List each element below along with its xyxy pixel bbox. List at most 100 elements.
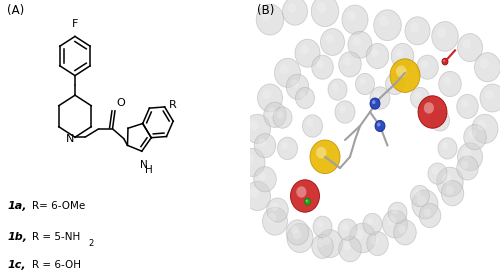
Circle shape	[468, 130, 476, 139]
Circle shape	[354, 229, 364, 239]
Circle shape	[442, 58, 448, 65]
Circle shape	[417, 55, 438, 79]
Text: (B): (B)	[258, 4, 275, 17]
Circle shape	[462, 39, 471, 49]
Circle shape	[370, 87, 390, 109]
Circle shape	[414, 190, 421, 197]
Text: R = 5-NH: R = 5-NH	[32, 232, 81, 242]
Circle shape	[304, 198, 310, 205]
Circle shape	[343, 57, 351, 66]
Circle shape	[288, 3, 296, 13]
Circle shape	[375, 120, 385, 132]
Text: N: N	[140, 160, 148, 170]
Circle shape	[312, 234, 333, 258]
Circle shape	[457, 94, 478, 118]
Circle shape	[371, 236, 378, 245]
Circle shape	[430, 110, 450, 131]
Circle shape	[338, 219, 357, 240]
Circle shape	[317, 2, 326, 13]
Circle shape	[462, 148, 471, 158]
Text: 2: 2	[89, 239, 94, 248]
Circle shape	[377, 123, 380, 127]
Circle shape	[410, 87, 430, 109]
Circle shape	[382, 210, 407, 238]
Circle shape	[278, 137, 297, 160]
Circle shape	[417, 196, 426, 206]
Circle shape	[442, 181, 464, 206]
Circle shape	[442, 142, 448, 150]
Circle shape	[317, 220, 324, 228]
Circle shape	[414, 92, 421, 99]
Circle shape	[250, 120, 259, 130]
Circle shape	[477, 120, 486, 130]
Circle shape	[432, 22, 458, 51]
Circle shape	[360, 78, 366, 85]
Circle shape	[388, 216, 396, 225]
Circle shape	[398, 225, 406, 234]
Circle shape	[356, 73, 374, 95]
Circle shape	[332, 83, 338, 91]
Circle shape	[458, 143, 482, 171]
Circle shape	[250, 187, 259, 197]
Circle shape	[320, 29, 344, 55]
Circle shape	[424, 208, 431, 217]
Circle shape	[374, 10, 401, 41]
Circle shape	[286, 74, 309, 99]
Circle shape	[434, 114, 441, 122]
Circle shape	[313, 216, 332, 237]
Circle shape	[282, 0, 308, 25]
Circle shape	[262, 10, 272, 21]
Circle shape	[287, 223, 313, 253]
Circle shape	[461, 161, 468, 169]
Circle shape	[370, 98, 380, 109]
Circle shape	[282, 142, 288, 150]
Circle shape	[464, 125, 486, 150]
Circle shape	[280, 64, 289, 74]
Circle shape	[339, 52, 361, 77]
Circle shape	[419, 204, 441, 228]
Circle shape	[277, 111, 283, 119]
Circle shape	[296, 87, 314, 109]
Circle shape	[396, 66, 406, 77]
Circle shape	[268, 107, 276, 116]
Circle shape	[254, 134, 276, 158]
Circle shape	[254, 167, 276, 192]
Circle shape	[428, 163, 447, 184]
Circle shape	[412, 190, 438, 219]
Circle shape	[458, 34, 482, 62]
Circle shape	[291, 225, 298, 234]
Circle shape	[302, 115, 322, 137]
Circle shape	[244, 114, 270, 143]
Circle shape	[292, 229, 302, 239]
Circle shape	[349, 223, 376, 253]
Circle shape	[380, 16, 389, 27]
Circle shape	[300, 45, 309, 55]
Circle shape	[480, 59, 489, 69]
Circle shape	[300, 92, 306, 99]
Text: 1a,: 1a,	[8, 201, 27, 211]
Circle shape	[274, 58, 300, 87]
Circle shape	[367, 232, 388, 256]
Text: N: N	[66, 134, 74, 144]
Text: F: F	[72, 19, 78, 29]
Circle shape	[335, 101, 355, 123]
Circle shape	[258, 172, 266, 181]
Circle shape	[367, 218, 374, 225]
Circle shape	[392, 206, 398, 214]
Circle shape	[312, 55, 333, 79]
Circle shape	[296, 186, 306, 198]
Circle shape	[348, 31, 372, 58]
Circle shape	[291, 79, 298, 88]
Circle shape	[328, 79, 347, 100]
Text: R= 6-OMe: R= 6-OMe	[32, 201, 86, 211]
Circle shape	[472, 114, 498, 143]
Circle shape	[316, 239, 324, 248]
Circle shape	[290, 180, 320, 212]
Circle shape	[271, 203, 278, 211]
Circle shape	[264, 102, 286, 127]
Circle shape	[311, 0, 339, 27]
Circle shape	[418, 96, 447, 128]
Circle shape	[267, 198, 288, 222]
Circle shape	[342, 5, 368, 34]
Circle shape	[244, 181, 270, 211]
